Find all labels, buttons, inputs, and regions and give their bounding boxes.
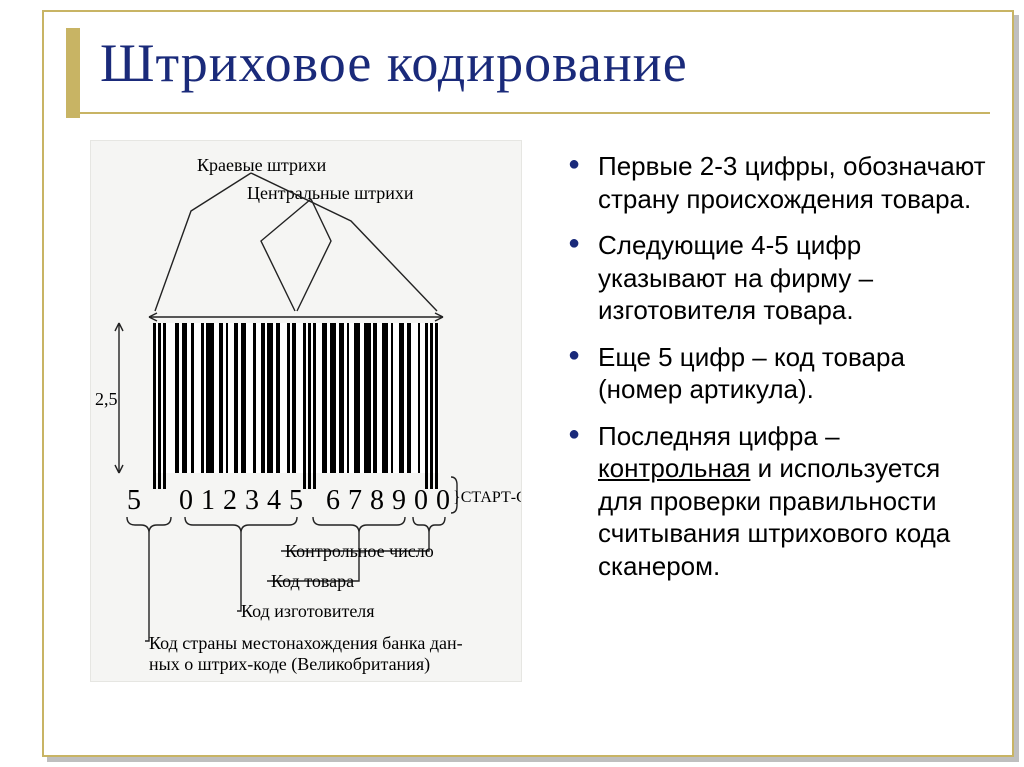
label-country-code: Код страны местонахождения банка дан- ны…	[149, 633, 463, 674]
barcode-diagram: Краевые штрихи Центральные штрихи 2,5	[90, 140, 522, 682]
text-column: Первые 2-3 цифры, обозначают страну прои…	[546, 140, 990, 737]
bullet-item: Первые 2-3 цифры, обозначают страну прои…	[566, 150, 990, 215]
barcode-bars	[153, 323, 439, 473]
diagram-column: Краевые штрихи Центральные штрихи 2,5	[66, 140, 546, 737]
accent-bar	[66, 28, 80, 118]
bullet-list: Первые 2-3 цифры, обозначают страну прои…	[566, 150, 990, 582]
slide-title: Штриховое кодирование	[100, 32, 688, 94]
label-start-stop: }СТАРТ-СТОП	[455, 489, 522, 507]
title-underline	[66, 112, 990, 114]
start-stop-text: СТАРТ-СТОП	[461, 489, 522, 506]
content-area: Краевые штрихи Центральные штрихи 2,5	[66, 140, 990, 737]
barcode-digits: 5 012345 678900	[127, 485, 458, 517]
bullet-item: Следующие 4-5 цифр указывают на фирму – …	[566, 229, 990, 327]
label-check-digit: Контрольное число	[285, 541, 434, 562]
label-product-code: Код товара	[271, 571, 354, 592]
bullet-item: Еще 5 цифр – код товара (номер артикула)…	[566, 341, 990, 406]
slide: Штриховое кодирование Краевые штрихи Цен…	[0, 0, 1024, 767]
label-manufacturer-code: Код изготовителя	[241, 601, 375, 622]
bullet-item: Последняя цифра – контрольная и использу…	[566, 420, 990, 583]
